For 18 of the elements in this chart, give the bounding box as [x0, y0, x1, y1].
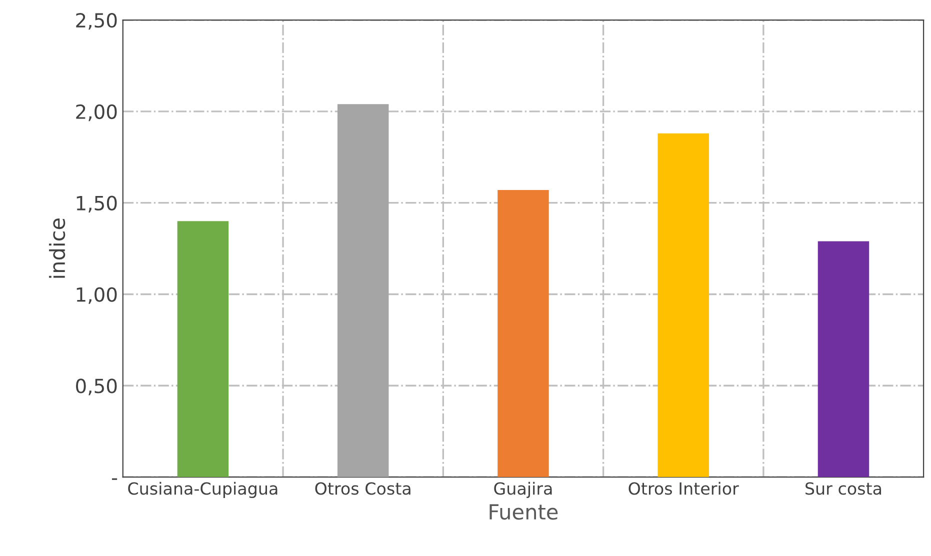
bar — [658, 133, 709, 478]
y-tick-label: 1,50 — [76, 196, 117, 212]
x-tick-label: Guajira — [494, 482, 552, 498]
bar — [337, 104, 389, 478]
bar — [818, 241, 870, 478]
bar — [498, 190, 549, 478]
y-axis-title: indice — [49, 218, 66, 278]
y-tick-label: 2,50 — [76, 12, 117, 30]
x-tick-label: Cusiana-Cupiagua — [128, 482, 278, 498]
x-tick-label: Otros Costa — [315, 482, 410, 495]
y-tick-label: 2,00 — [76, 104, 117, 122]
x-axis-title: Fuente — [490, 504, 558, 520]
y-tick-label: 1,00 — [76, 287, 117, 304]
bar — [177, 221, 229, 478]
x-tick-label: Sur costa — [806, 482, 882, 495]
y-tick-label: - — [112, 478, 118, 480]
x-tick-label: Otros Interior — [628, 482, 739, 495]
y-tick-label: 0,50 — [76, 378, 117, 396]
